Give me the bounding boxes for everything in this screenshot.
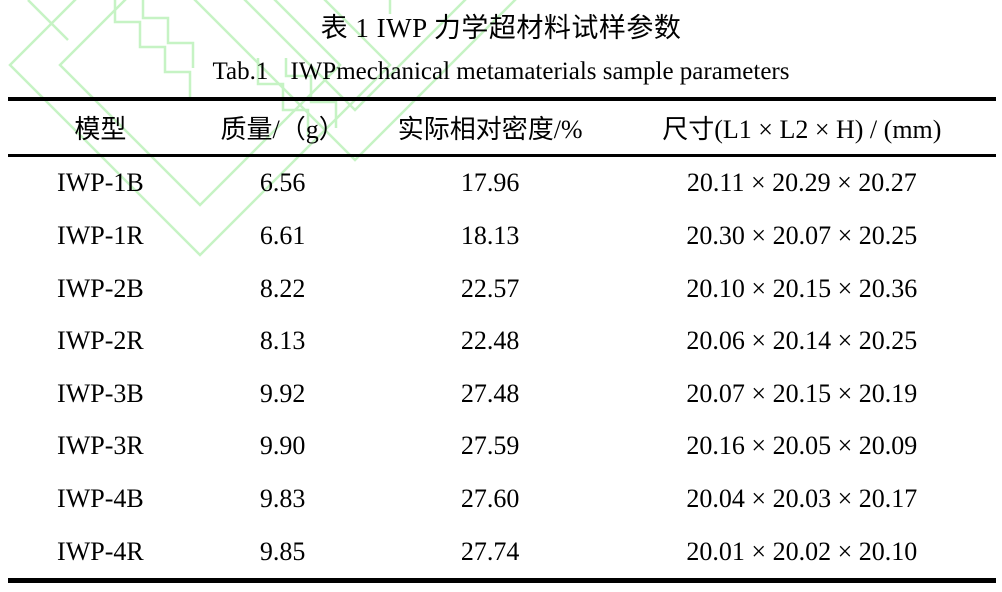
table-caption-english: Tab.1 IWPmechanical metamaterials sample …	[0, 58, 1002, 86]
table-caption-chinese: 表 1 IWP 力学超材料试样参数	[320, 13, 682, 43]
size-cell: 20.30 × 20.07 × 20.25	[686, 220, 918, 250]
table-row: IWP-4B 9.83 27.60 20.04 × 20.03 × 20.17	[8, 473, 996, 526]
model-cell: IWP-4B	[57, 484, 144, 514]
model-cell: IWP-2B	[57, 273, 144, 303]
size-cell: 20.01 × 20.02 × 20.10	[686, 536, 918, 566]
mass-cell: 9.85	[259, 536, 306, 566]
density-cell: 27.48	[460, 378, 520, 408]
table-caption-english-label: Tab.1	[212, 58, 269, 85]
density-cell: 27.60	[460, 484, 520, 514]
density-cell: 22.48	[460, 326, 520, 356]
table-row: IWP-3R 9.90 27.59 20.16 × 20.05 × 20.09	[8, 420, 996, 473]
table-row: IWP-4R 9.85 27.74 20.01 × 20.02 × 20.10	[8, 525, 996, 578]
density-cell: 27.74	[460, 536, 520, 566]
model-cell: IWP-1B	[57, 168, 144, 198]
table-caption-english-text: IWPmechanical metamaterials sample param…	[290, 58, 790, 85]
model-cell: IWP-2R	[57, 326, 144, 356]
column-header-size: 尺寸(L1 × L2 × H) / (mm)	[662, 115, 942, 144]
density-cell: 18.13	[460, 220, 520, 250]
mass-cell: 6.61	[259, 220, 306, 250]
model-cell: IWP-4R	[57, 536, 144, 566]
size-cell: 20.06 × 20.14 × 20.25	[686, 326, 918, 356]
mass-cell: 6.56	[259, 168, 306, 198]
size-cell: 20.07 × 20.15 × 20.19	[686, 378, 918, 408]
table-rule-header	[8, 154, 996, 157]
size-cell: 20.11 × 20.29 × 20.27	[686, 168, 917, 198]
table-row: IWP-1R 6.61 18.13 20.30 × 20.07 × 20.25	[8, 210, 996, 263]
column-header-mass: 质量/（g）	[220, 115, 345, 144]
mass-cell: 9.92	[259, 378, 306, 408]
density-cell: 27.59	[460, 431, 520, 461]
size-cell: 20.04 × 20.03 × 20.17	[686, 484, 918, 514]
table-row: IWP-2R 8.13 22.48 20.06 × 20.14 × 20.25	[8, 315, 996, 368]
density-cell: 22.57	[460, 273, 520, 303]
density-cell: 17.96	[460, 168, 520, 198]
size-cell: 20.10 × 20.15 × 20.36	[686, 273, 918, 303]
table-row: IWP-2B 8.22 22.57 20.10 × 20.15 × 20.36	[8, 262, 996, 315]
table-header-row: 模型 质量/（g） 实际相对密度/% 尺寸(L1 × L2 × H) / (mm…	[8, 101, 996, 154]
mass-cell: 9.83	[259, 484, 306, 514]
column-header-model: 模型	[74, 115, 127, 144]
table-rule-top	[8, 97, 996, 101]
size-cell: 20.16 × 20.05 × 20.09	[686, 431, 918, 461]
table-rule-bottom	[8, 578, 996, 583]
mass-cell: 8.22	[259, 273, 306, 303]
table-body: IWP-1B 6.56 17.96 20.11 × 20.29 × 20.27 …	[8, 157, 996, 578]
model-cell: IWP-3B	[57, 378, 144, 408]
model-cell: IWP-3R	[57, 431, 144, 461]
mass-cell: 9.90	[259, 431, 306, 461]
table-row: IWP-3B 9.92 27.48 20.07 × 20.15 × 20.19	[8, 368, 996, 421]
model-cell: IWP-1R	[57, 220, 144, 250]
column-header-density: 实际相对密度/%	[397, 115, 583, 144]
table-row: IWP-1B 6.56 17.96 20.11 × 20.29 × 20.27	[8, 157, 996, 210]
mass-cell: 8.13	[259, 326, 306, 356]
